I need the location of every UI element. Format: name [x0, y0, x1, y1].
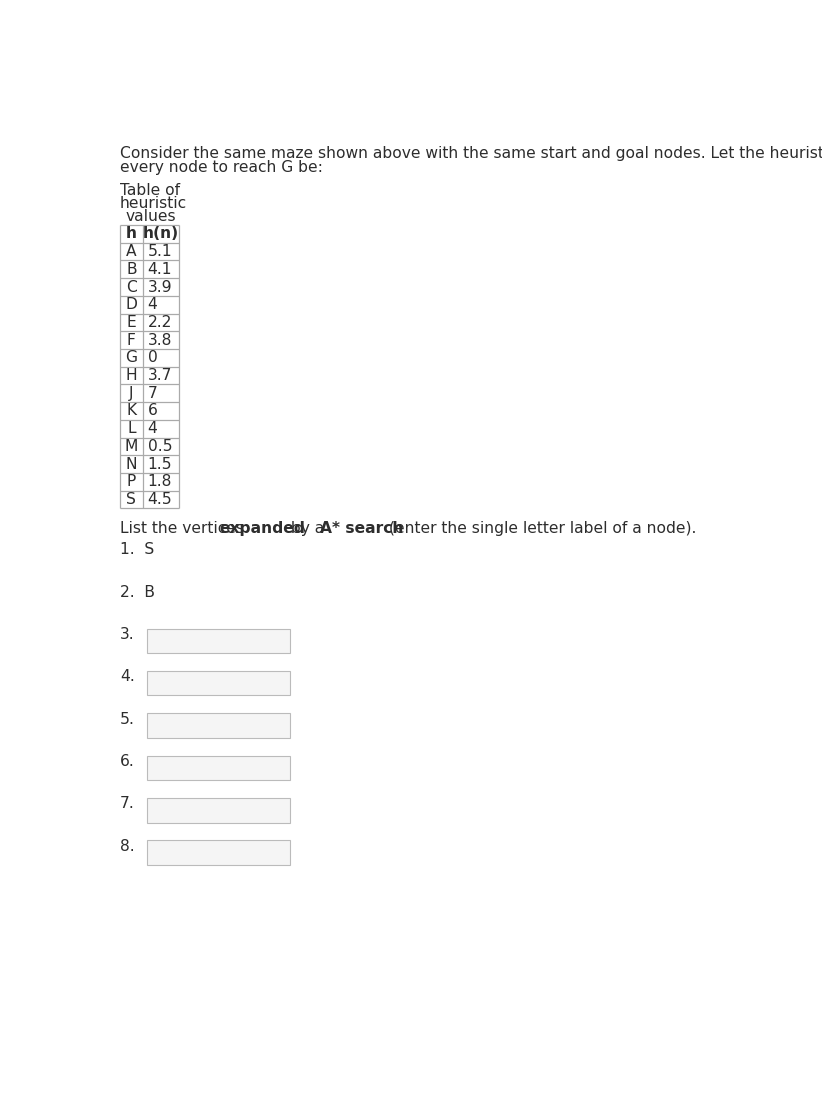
- Text: List the vertices: List the vertices: [120, 521, 249, 536]
- Text: D: D: [126, 297, 137, 312]
- Text: 2.  B: 2. B: [120, 585, 155, 599]
- Text: 3.9: 3.9: [148, 280, 173, 294]
- Text: heuristic: heuristic: [120, 196, 187, 211]
- Text: 3.7: 3.7: [148, 368, 172, 383]
- Text: 4: 4: [148, 297, 158, 312]
- FancyBboxPatch shape: [147, 713, 290, 738]
- Text: A: A: [126, 244, 136, 259]
- Text: 6: 6: [148, 404, 158, 418]
- Text: 4.5: 4.5: [148, 492, 173, 508]
- Text: H: H: [126, 368, 137, 383]
- Text: 1.8: 1.8: [148, 474, 172, 490]
- Text: 4.1: 4.1: [148, 262, 172, 277]
- Text: M: M: [125, 439, 138, 454]
- FancyBboxPatch shape: [147, 841, 290, 865]
- Text: 0.5: 0.5: [148, 439, 173, 454]
- Text: 7: 7: [148, 386, 158, 400]
- Text: 4.: 4.: [120, 670, 135, 684]
- Text: 5.: 5.: [120, 712, 135, 727]
- FancyBboxPatch shape: [147, 628, 290, 653]
- Text: J: J: [129, 386, 134, 400]
- Text: 6.: 6.: [120, 754, 135, 769]
- Text: h: h: [126, 226, 137, 241]
- Text: 1.5: 1.5: [148, 456, 173, 472]
- Text: B: B: [126, 262, 136, 277]
- Text: 5.1: 5.1: [148, 244, 173, 259]
- Text: A* search: A* search: [320, 521, 403, 536]
- Text: S: S: [127, 492, 136, 508]
- FancyBboxPatch shape: [147, 756, 290, 780]
- Text: 8.: 8.: [120, 838, 135, 854]
- Text: by a: by a: [286, 521, 330, 536]
- Text: 1.  S: 1. S: [120, 542, 154, 557]
- Text: F: F: [127, 333, 136, 348]
- FancyBboxPatch shape: [147, 671, 290, 695]
- Text: 3.: 3.: [120, 627, 135, 642]
- Text: 4: 4: [148, 421, 158, 436]
- Text: Table of: Table of: [120, 182, 180, 198]
- Text: 2.2: 2.2: [148, 315, 172, 330]
- Text: Consider the same maze shown above with the same start and goal nodes. Let the h: Consider the same maze shown above with …: [120, 145, 822, 161]
- Text: h(n): h(n): [143, 226, 179, 241]
- Text: 3.8: 3.8: [148, 333, 172, 348]
- Text: N: N: [126, 456, 137, 472]
- Text: P: P: [127, 474, 136, 490]
- Text: C: C: [126, 280, 136, 294]
- Text: G: G: [126, 350, 137, 366]
- Text: values: values: [126, 209, 177, 224]
- Text: expanded: expanded: [219, 521, 306, 536]
- Text: L: L: [127, 421, 136, 436]
- Text: 0: 0: [148, 350, 158, 366]
- Text: every node to reach G be:: every node to reach G be:: [120, 160, 323, 176]
- Text: (enter the single letter label of a node).: (enter the single letter label of a node…: [384, 521, 696, 536]
- Text: K: K: [127, 404, 136, 418]
- FancyBboxPatch shape: [147, 798, 290, 823]
- Text: 7.: 7.: [120, 796, 135, 812]
- Text: E: E: [127, 315, 136, 330]
